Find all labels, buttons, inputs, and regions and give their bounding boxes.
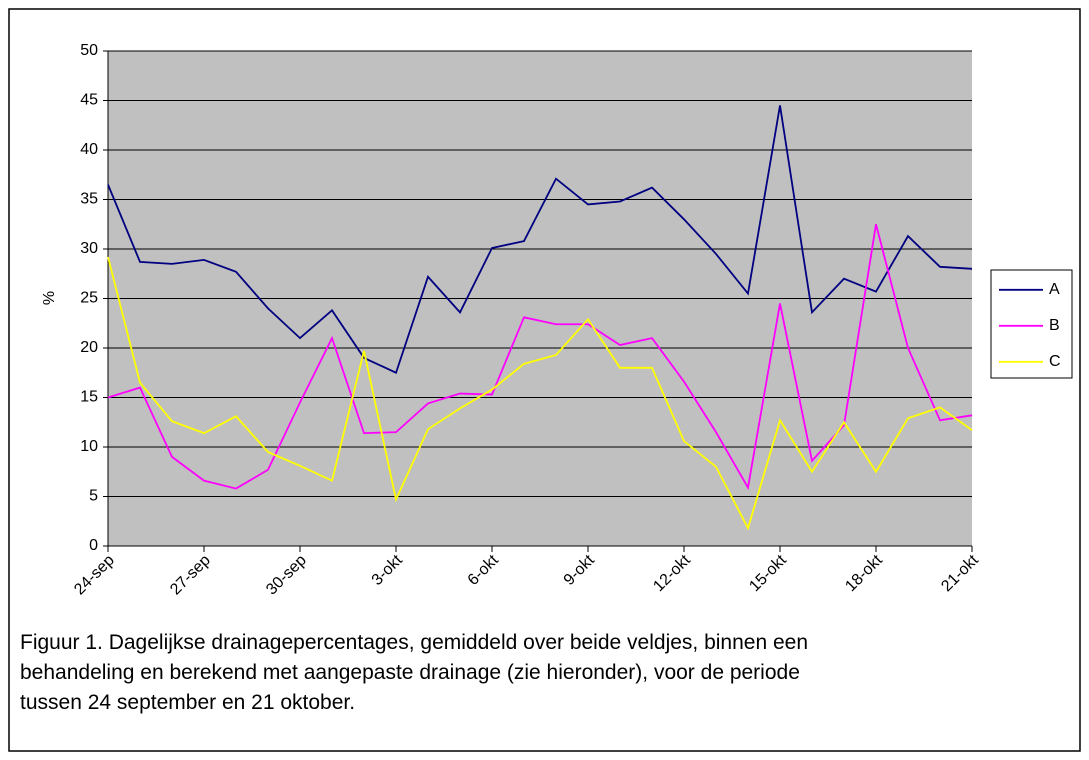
y-tick-label: 20	[80, 339, 98, 356]
y-tick-label: 50	[80, 42, 98, 59]
y-tick-label: 35	[80, 191, 98, 208]
legend-label: B	[1049, 317, 1060, 334]
legend-label: C	[1049, 353, 1061, 370]
legend-box	[990, 269, 1073, 379]
caption: Figuur 1. Dagelijkse drainagepercentages…	[20, 631, 809, 714]
series-line	[107, 105, 973, 374]
y-tick-label: 40	[80, 141, 98, 158]
y-tick-label: 0	[89, 537, 98, 554]
y-tick-label: 25	[80, 290, 98, 307]
series-line	[107, 256, 973, 531]
legend-label: A	[1049, 281, 1060, 298]
y-axis-label: %	[41, 291, 58, 305]
series-line	[107, 224, 973, 491]
y-tick-label: 45	[80, 92, 98, 109]
y-tick-label: 5	[89, 488, 98, 505]
y-tick-label: 15	[80, 389, 98, 406]
y-tick-label: 10	[80, 438, 98, 455]
y-tick-label: 30	[80, 240, 98, 257]
